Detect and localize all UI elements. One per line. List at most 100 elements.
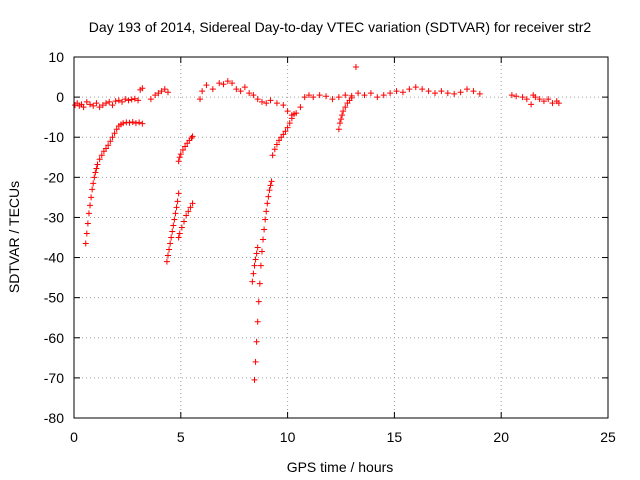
data-point: [152, 92, 159, 99]
data-point: [115, 97, 122, 104]
data-point: [387, 90, 394, 97]
data-point: [113, 126, 120, 133]
data-point: [220, 81, 227, 88]
x-tick-label: 5: [177, 429, 185, 445]
data-point: [170, 222, 177, 229]
data-point: [251, 376, 258, 383]
data-point: [305, 92, 312, 99]
y-tick-label: -60: [44, 330, 64, 346]
data-point: [251, 262, 258, 269]
data-point: [250, 92, 257, 99]
series-outlier: [352, 64, 359, 71]
data-point: [176, 154, 183, 161]
data-point: [323, 93, 330, 100]
data-point: [367, 90, 374, 97]
data-point: [237, 88, 244, 95]
data-point: [255, 298, 262, 305]
data-point: [229, 80, 236, 87]
data-point: [339, 112, 346, 119]
data-point: [187, 204, 194, 211]
data-point: [109, 102, 116, 109]
data-point: [260, 236, 267, 243]
data-point: [513, 93, 520, 100]
data-point: [197, 96, 204, 103]
data-point: [90, 180, 97, 187]
data-point: [555, 100, 562, 107]
data-point: [253, 250, 260, 257]
y-tick-label: -80: [44, 410, 64, 426]
data-point: [92, 169, 99, 176]
data-point: [549, 100, 556, 107]
x-tick-labels: 0 5 10 15 20 25: [70, 429, 616, 445]
series-arc-5b: [249, 244, 261, 285]
data-point: [120, 120, 127, 127]
data-point: [177, 151, 184, 158]
data-point: [267, 97, 274, 104]
series-arc-4: [175, 133, 196, 165]
data-point: [246, 90, 253, 97]
data-point: [335, 94, 342, 101]
data-point: [532, 94, 539, 101]
x-tick-label: 20: [493, 429, 509, 445]
data-point: [288, 112, 295, 119]
data-point: [136, 119, 143, 126]
data-point: [361, 92, 368, 99]
data-point: [155, 90, 162, 97]
y-tick-label: -10: [44, 129, 64, 145]
data-point: [189, 200, 196, 207]
data-point: [106, 98, 113, 105]
data-point: [158, 88, 165, 95]
data-point: [87, 101, 94, 108]
axis-ticks: [73, 56, 609, 419]
data-point: [508, 92, 515, 99]
data-point: [352, 64, 359, 71]
data-point: [273, 100, 280, 107]
data-point: [268, 178, 275, 185]
data-point: [264, 200, 271, 207]
data-point: [476, 90, 483, 97]
data-point: [393, 88, 400, 95]
data-point: [241, 84, 248, 91]
data-point: [293, 110, 300, 117]
data-point: [519, 94, 526, 101]
data-point: [91, 174, 98, 181]
x-tick-label: 10: [280, 429, 296, 445]
data-point: [167, 240, 174, 247]
data-point: [189, 133, 196, 140]
data-point: [523, 96, 530, 103]
data-point: [329, 96, 336, 103]
series-arc-5: [251, 178, 275, 383]
data-point: [122, 96, 129, 103]
data-point: [276, 137, 283, 144]
data-point: [280, 131, 287, 138]
data-point: [203, 82, 210, 89]
data-point: [280, 102, 287, 109]
data-point: [342, 92, 349, 99]
data-point: [107, 138, 114, 145]
data-point: [545, 96, 552, 103]
data-point: [199, 88, 206, 95]
data-point: [263, 208, 270, 215]
data-point: [340, 108, 347, 115]
data-point: [103, 100, 110, 107]
y-tick-label: -70: [44, 370, 64, 386]
data-point: [85, 210, 92, 217]
y-tick-label: -20: [44, 169, 64, 185]
y-tick-labels: 10 0 -10 -20 -30 -40 -50 -60 -70 -80: [44, 49, 64, 426]
data-point: [131, 95, 138, 102]
data-point: [269, 152, 276, 159]
y-tick-label: 10: [48, 49, 64, 65]
data-point: [173, 204, 180, 211]
data-point: [297, 104, 304, 111]
y-tick-label: -30: [44, 209, 64, 225]
data-point: [87, 202, 94, 209]
data-point: [451, 90, 458, 97]
y-axis-label: SDTVAR / TECUs: [6, 181, 22, 293]
data-point: [111, 130, 118, 137]
data-point: [166, 246, 173, 253]
data-point: [175, 190, 182, 197]
data-point: [93, 165, 100, 172]
data-point: [254, 318, 261, 325]
data-point: [96, 104, 103, 111]
